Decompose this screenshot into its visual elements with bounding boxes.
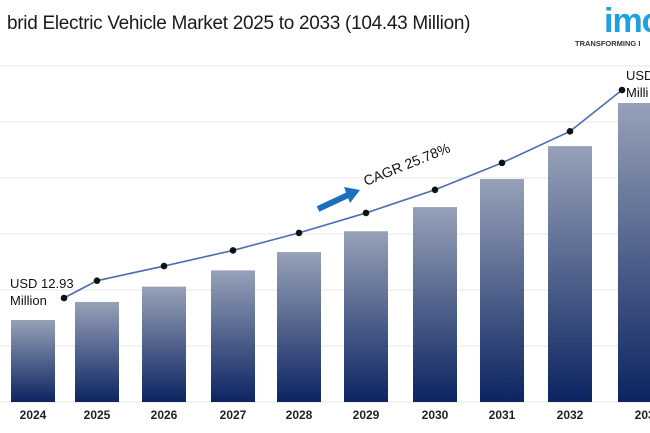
bar-2026	[142, 286, 186, 402]
bar-2031	[480, 179, 524, 402]
start-value-label: USD 12.93	[10, 276, 74, 291]
cagr-label: CAGR 25.78%	[361, 140, 452, 189]
x-tick-label: 2032	[557, 408, 584, 422]
cagr-arrow-icon	[316, 187, 360, 212]
x-tick-label: 2031	[489, 408, 516, 422]
line-point-2032	[566, 128, 574, 135]
x-tick-label: 2027	[220, 408, 247, 422]
line-point-2026	[160, 262, 168, 270]
company-logo: imc TRANSFORMING I	[575, 4, 650, 48]
line-point-2033	[618, 86, 626, 94]
line-point-2024	[60, 294, 68, 302]
bar-2033	[618, 103, 650, 402]
end-value-label: USD	[626, 68, 650, 83]
bar-2024	[11, 320, 55, 402]
line-point-2031	[498, 159, 506, 167]
x-tick-label: 2033	[635, 408, 650, 422]
bar-2030	[413, 207, 457, 402]
line-point-2027	[229, 247, 237, 254]
x-tick-label: 2030	[422, 408, 449, 422]
bar-2028	[277, 252, 321, 402]
trend-line	[63, 89, 623, 299]
x-tick-label: 2029	[353, 408, 380, 422]
chart-title: brid Electric Vehicle Market 2025 to 203…	[7, 13, 471, 34]
start-value-label-unit: Million	[10, 293, 47, 308]
bar-2027	[211, 270, 255, 402]
bar-2025	[75, 301, 119, 402]
end-value-label-unit: Milli	[626, 85, 648, 100]
bar-2029	[344, 231, 388, 402]
logo-mark: imc	[604, 2, 650, 40]
x-tick-label: 2024	[20, 408, 47, 422]
x-tick-label: 2025	[84, 408, 111, 422]
line-point-2025	[93, 277, 101, 284]
line-point-2029	[362, 209, 370, 217]
x-tick-label: 2028	[286, 408, 313, 422]
bar-2032	[548, 146, 592, 402]
line-point-2030	[431, 186, 439, 194]
line-point-2028	[295, 229, 303, 237]
logo-tagline: TRANSFORMING I	[575, 39, 641, 48]
x-tick-label: 2026	[151, 408, 178, 422]
